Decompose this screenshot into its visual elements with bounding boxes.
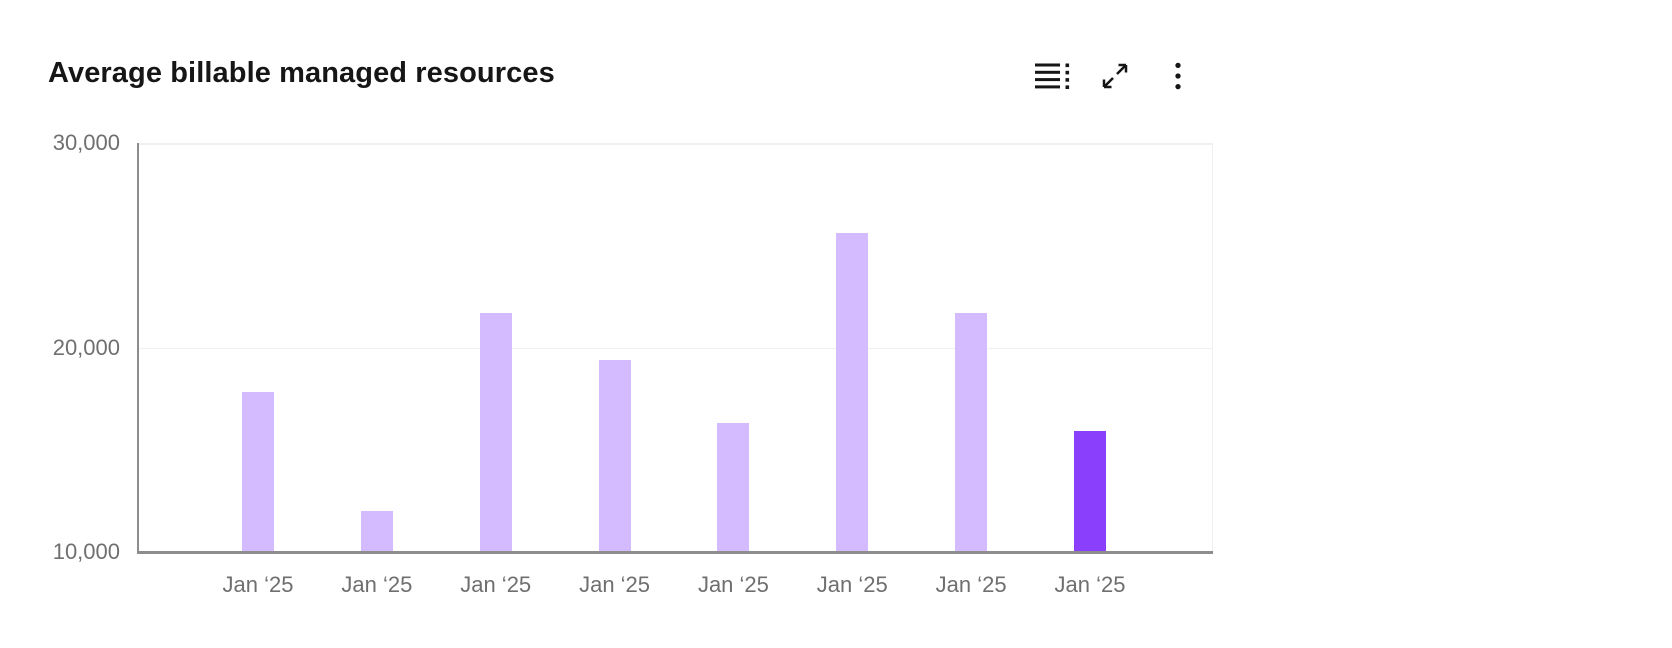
plot-area: [137, 143, 1213, 552]
x-axis-tick-label: Jan ‘25: [697, 572, 769, 597]
overflow-menu-button[interactable]: [1154, 52, 1202, 100]
data-table-icon: [1034, 63, 1070, 90]
gridline: [137, 347, 1212, 349]
x-axis-tick-label: Jan ‘25: [579, 572, 651, 597]
gridline: [137, 143, 1212, 145]
bar-4[interactable]: [598, 359, 631, 552]
y-axis-tick-label: 20,000: [52, 334, 120, 360]
bar-1[interactable]: [242, 392, 274, 552]
x-axis-tick-label: Jan ‘25: [1054, 572, 1126, 597]
chart-title: Average billable managed resources: [48, 57, 555, 89]
bar-2[interactable]: [360, 511, 393, 552]
x-axis-tick-label: Jan ‘25: [816, 572, 888, 597]
show-data-table-button[interactable]: [1028, 52, 1076, 100]
overflow-menu-icon: [1161, 59, 1195, 93]
expand-chart-button[interactable]: [1091, 52, 1139, 100]
x-axis-tick-label: Jan ‘25: [222, 572, 294, 597]
bar-7[interactable]: [955, 312, 988, 552]
expand-icon: [1099, 60, 1131, 92]
chart-toolbar: [1028, 52, 1202, 100]
x-axis-tick-label: Jan ‘25: [341, 572, 413, 597]
x-axis-line: [137, 551, 1213, 554]
x-axis-tick-label: Jan ‘25: [460, 572, 532, 597]
bar-5[interactable]: [717, 423, 750, 552]
bar-3[interactable]: [479, 312, 512, 552]
y-axis-line: [137, 143, 139, 554]
y-axis-tick-label: 30,000: [52, 130, 120, 155]
y-axis-tick-label: 10,000: [52, 539, 120, 564]
bar-6[interactable]: [836, 232, 869, 552]
x-axis-tick-label: Jan ‘25: [935, 572, 1007, 597]
bar-8[interactable]: [1073, 431, 1106, 552]
